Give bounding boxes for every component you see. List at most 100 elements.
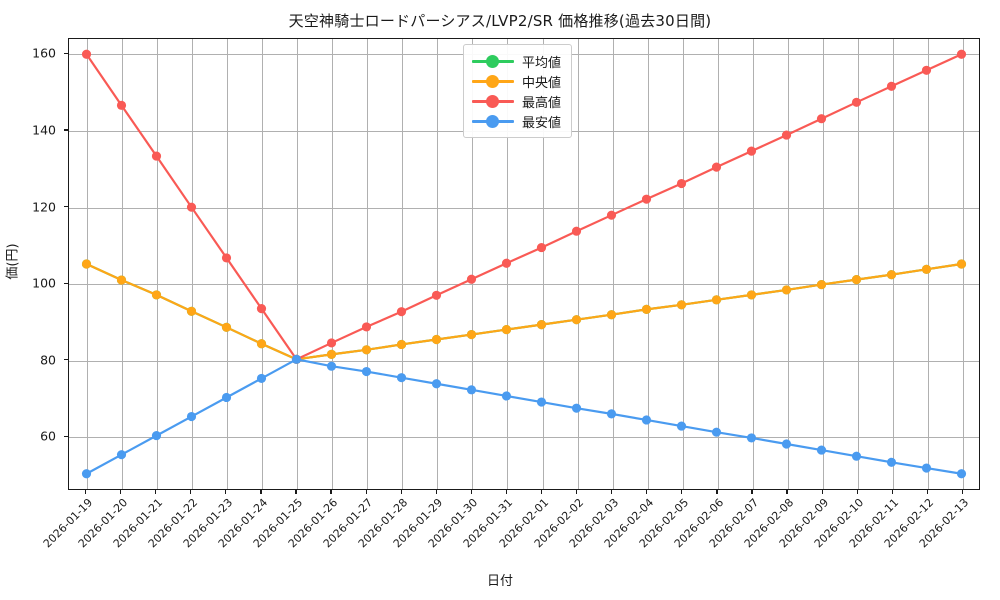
x-axis-tick-mark [716, 490, 718, 494]
y-axis-tick-mark [64, 359, 68, 361]
data-point-marker [186, 306, 197, 316]
data-point-marker [151, 290, 162, 300]
data-point-marker [921, 65, 932, 75]
gridline-vertical [577, 39, 579, 489]
gridline-horizontal [69, 284, 979, 286]
data-point-marker [466, 329, 477, 340]
x-axis-tick-mark [260, 490, 262, 494]
series-line [85, 53, 963, 361]
gridline-vertical [367, 39, 369, 489]
gridline-vertical [542, 39, 544, 489]
x-axis-tick-mark [155, 490, 157, 494]
data-point-marker [641, 304, 652, 314]
y-axis-tick-label: 60 [40, 428, 56, 444]
gridline-vertical [297, 39, 298, 489]
y-axis-tick-mark [64, 129, 68, 131]
x-axis-tick-mark [365, 490, 367, 494]
data-point-marker [606, 310, 617, 320]
data-point-marker [466, 385, 477, 395]
y-axis-tick-mark [64, 52, 68, 54]
x-axis-tick-mark [470, 490, 472, 494]
data-point-marker [536, 320, 547, 330]
data-point-marker [711, 295, 722, 305]
series-line [85, 262, 963, 361]
data-point-marker [256, 339, 267, 349]
data-point-marker [221, 322, 232, 332]
x-axis-tick-mark [646, 490, 648, 494]
data-point-marker [746, 146, 757, 156]
data-point-marker [431, 290, 442, 300]
y-axis-tick-label: 160 [32, 45, 56, 61]
gridline-vertical [788, 39, 790, 489]
legend-item-平均値[interactable]: 平均値 [472, 51, 561, 71]
data-point-marker [746, 433, 757, 443]
data-point-marker [466, 274, 477, 284]
data-point-marker [151, 431, 162, 441]
data-point-marker [396, 339, 407, 350]
data-point-marker [536, 243, 547, 253]
gridline-vertical [472, 39, 474, 489]
data-point-marker [81, 259, 92, 269]
data-point-marker [431, 334, 442, 345]
series-最安値 [81, 354, 967, 479]
data-point-marker [361, 345, 372, 355]
legend-item-最高値[interactable]: 最高値 [472, 91, 561, 111]
data-point-marker [921, 463, 932, 473]
data-point-marker [956, 259, 967, 269]
series-lines [81, 49, 967, 479]
x-axis-tick-mark [926, 490, 928, 494]
data-point-marker [781, 285, 792, 295]
data-point-marker [81, 49, 92, 59]
x-axis-tick-mark [751, 490, 753, 494]
x-axis-label: 日付 [486, 574, 513, 589]
legend-color-swatch-icon [472, 54, 514, 68]
gridline-vertical [121, 39, 123, 489]
data-point-marker [81, 469, 92, 479]
legend-color-swatch-icon [472, 94, 514, 108]
y-axis: 価(円) 60 80 100 120 140 160 [0, 38, 68, 490]
series-line [85, 262, 963, 361]
data-point-marker [501, 258, 512, 268]
legend-item-label: 最高値 [522, 95, 562, 111]
data-point-marker [501, 325, 512, 335]
x-axis-tick-mark [856, 490, 858, 494]
data-point-marker [781, 130, 792, 140]
legend-item-最安値[interactable]: 最安値 [472, 111, 561, 131]
x-axis-tick-mark [611, 490, 613, 494]
x-axis-tick-mark [505, 490, 508, 494]
data-point-marker [641, 415, 652, 425]
data-point-marker [186, 411, 197, 422]
x-axis-tick-mark [576, 490, 578, 494]
x-axis-tick-mark [821, 490, 823, 494]
data-point-marker [256, 373, 267, 383]
x-axis-tick-labels: 2026-01-19 2026-01-20 2026-01-21 2026-01-22… [40, 496, 980, 566]
data-point-marker [396, 307, 407, 317]
data-point-marker [956, 469, 967, 479]
gridline-vertical [332, 39, 334, 489]
data-point-marker [851, 451, 862, 461]
x-axis-tick-mark [84, 490, 87, 494]
x-axis-tick-mark [540, 490, 543, 494]
data-point-marker [116, 450, 127, 460]
data-point-marker [711, 427, 722, 437]
x-axis-tick-mark [295, 490, 297, 494]
data-point-marker [116, 275, 127, 285]
data-point-marker [886, 457, 897, 467]
data-point-marker [676, 300, 687, 310]
data-point-marker [676, 421, 687, 431]
series-line [85, 358, 963, 475]
data-point-marker [746, 290, 757, 300]
x-axis-tick-mark [225, 490, 227, 494]
data-point-marker [186, 202, 197, 212]
legend-item-中央値[interactable]: 中央値 [472, 71, 561, 91]
y-axis-tick-mark [64, 282, 68, 284]
gridline-vertical [858, 39, 860, 489]
data-point-marker [221, 253, 232, 263]
gridline-vertical [682, 39, 684, 489]
chart-legend: 平均値 中央値最高値 最安値 [463, 44, 573, 138]
legend-item-label: 平均値 [522, 55, 562, 71]
data-point-marker [326, 349, 337, 359]
data-point-marker [571, 403, 582, 413]
x-axis-tick-mark [786, 490, 788, 494]
gridline-vertical [717, 39, 719, 489]
